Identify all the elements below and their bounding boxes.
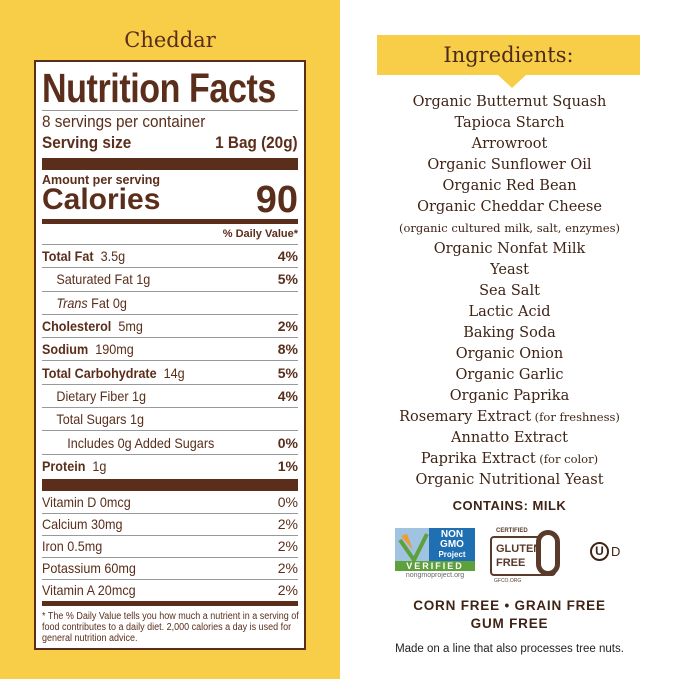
nutrient-dv: 4% bbox=[277, 248, 298, 265]
ingredient-item: Lactic Acid bbox=[468, 304, 551, 320]
divider-medium bbox=[42, 600, 298, 606]
vitamin-row: Iron 0.5mg 2% bbox=[42, 534, 298, 557]
nutrient-name: Trans Fat 0g bbox=[56, 294, 127, 311]
gluten-free-logo: CERTIFIED GLUTEN FREE GFCO.ORG bbox=[490, 528, 570, 584]
nutrient-row: Total Sugars 1g bbox=[42, 407, 298, 430]
vitamin-row: Vitamin A 20mcg 2% bbox=[42, 578, 298, 601]
ingredient-item: Arrowroot bbox=[471, 136, 548, 152]
calories-label: Calories bbox=[42, 183, 161, 216]
dv-header: % Daily Value* bbox=[222, 228, 298, 240]
divider-thick bbox=[42, 478, 298, 491]
free-from-claims: CORN FREE • GRAIN FREE GUM FREE bbox=[413, 598, 606, 631]
non-gmo-logo: NON GMO Project VERIFIED nongmoproject.o… bbox=[395, 528, 475, 584]
nutrient-dv: 5% bbox=[277, 271, 298, 288]
footnote: * The % Daily Value tells you how much a… bbox=[42, 610, 299, 644]
servings-per-container: 8 servings per container bbox=[42, 112, 206, 131]
label-title: Nutrition Facts bbox=[42, 65, 276, 111]
ingredient-item: Organic Garlic bbox=[455, 367, 564, 383]
ingredient-item: Rosemary Extract (for freshness) bbox=[399, 409, 620, 425]
ingredient-list: Organic Butternut Squash Tapioca Starch Ar… bbox=[340, 92, 679, 491]
nutrient-name: Total Fat 3.5g bbox=[42, 248, 126, 265]
vitamin-row: Potassium 60mg 2% bbox=[42, 556, 298, 579]
ingredient-item: Organic Nutritional Yeast bbox=[415, 472, 604, 488]
kosher-dairy-logo: U D bbox=[590, 542, 620, 561]
nutrient-dv: 5% bbox=[277, 364, 298, 381]
nutrient-row: Total Fat 3.5g 4% bbox=[42, 244, 298, 267]
nutrient-list: Total Fat 3.5g 4% Saturated Fat 1g 5% Trans… bbox=[42, 244, 298, 477]
vitamin-row: Calcium 30mg 2% bbox=[42, 512, 298, 535]
nutrient-name: Protein 1g bbox=[42, 457, 107, 474]
ingredient-item: (organic cultured milk, salt, enzymes) bbox=[399, 221, 620, 235]
butterfly-icon bbox=[398, 533, 429, 562]
vitamin-row: Vitamin D 0mcg 0% bbox=[42, 493, 298, 510]
nutrient-name: Total Carbohydrate 14g bbox=[42, 364, 185, 381]
g-mark-icon bbox=[536, 530, 560, 576]
nutrient-name: Cholesterol 5mg bbox=[42, 318, 143, 335]
nutrient-row: Includes 0g Added Sugars 0% bbox=[42, 430, 298, 453]
nutrient-dv: 0% bbox=[277, 434, 298, 451]
serving-size-label: Serving size bbox=[42, 133, 132, 152]
ingredient-item: Tapioca Starch bbox=[454, 115, 565, 131]
nutrient-name: Sodium 190mg bbox=[42, 341, 134, 358]
ingredient-item: Organic Red Bean bbox=[442, 178, 577, 194]
allergen-contains: CONTAINS: MILK bbox=[452, 498, 567, 513]
ingredient-item: Baking Soda bbox=[463, 325, 556, 341]
ingredient-item: Annatto Extract bbox=[451, 430, 568, 446]
nutrient-name: Total Sugars 1g bbox=[56, 411, 144, 428]
nutrient-dv: 2% bbox=[277, 318, 298, 335]
nutrient-row: Saturated Fat 1g 5% bbox=[42, 267, 298, 290]
nutrient-name: Includes 0g Added Sugars bbox=[67, 434, 215, 451]
nutrient-dv: 4% bbox=[277, 387, 298, 404]
calories-value: 90 bbox=[255, 178, 298, 221]
divider-thick bbox=[42, 158, 298, 170]
nutrient-dv: 1% bbox=[277, 457, 298, 474]
right-panel: Ingredients: Organic Butternut Squash Tap… bbox=[340, 0, 679, 679]
vitamin-list: Vitamin D 0mcg 0% Calcium 30mg 2% Iron 0.5mg… bbox=[42, 491, 298, 601]
ingredient-item: Organic Nonfat Milk bbox=[433, 241, 586, 257]
nutrient-row: Dietary Fiber 1g 4% bbox=[42, 383, 298, 407]
ingredient-item: Organic Onion bbox=[455, 346, 564, 362]
certification-logos: NON GMO Project VERIFIED nongmoproject.o… bbox=[395, 528, 655, 584]
nutrient-row: Total Carbohydrate 14g 5% bbox=[42, 360, 298, 383]
divider-medium bbox=[42, 219, 298, 224]
flavor-title: Cheddar bbox=[124, 28, 216, 52]
ingredient-item: Yeast bbox=[490, 262, 529, 278]
amount-per-serving: Amount per serving bbox=[42, 173, 161, 187]
nutrient-row: Cholesterol 5mg 2% bbox=[42, 313, 298, 337]
ingredient-item: Organic Cheddar Cheese bbox=[417, 199, 602, 215]
nutrient-dv: 8% bbox=[277, 341, 298, 358]
ingredients-title: Ingredients: bbox=[377, 35, 640, 88]
nutrient-name: Dietary Fiber 1g bbox=[56, 387, 147, 404]
nutrient-row: Protein 1g 1% bbox=[42, 453, 298, 477]
ingredient-item: Organic Paprika bbox=[449, 388, 570, 404]
ingredient-item: Organic Sunflower Oil bbox=[427, 157, 592, 173]
nutrient-row: Trans Fat 0g bbox=[42, 290, 298, 314]
ingredient-item: Sea Salt bbox=[479, 283, 540, 299]
ingredient-item: Paprika Extract (for color) bbox=[420, 451, 599, 467]
left-panel: Cheddar Nutrition Facts 8 servings per c… bbox=[0, 0, 340, 679]
ingredient-item: Organic Butternut Squash bbox=[412, 94, 607, 110]
nutrition-facts-label: Nutrition Facts 8 servings per container… bbox=[34, 60, 306, 650]
allergen-note: Made on a line that also processes tree … bbox=[395, 643, 624, 655]
nutrient-row: Sodium 190mg 8% bbox=[42, 337, 298, 360]
serving-size-value: 1 Bag (20g) bbox=[215, 133, 298, 152]
nutrient-name: Saturated Fat 1g bbox=[56, 271, 151, 288]
